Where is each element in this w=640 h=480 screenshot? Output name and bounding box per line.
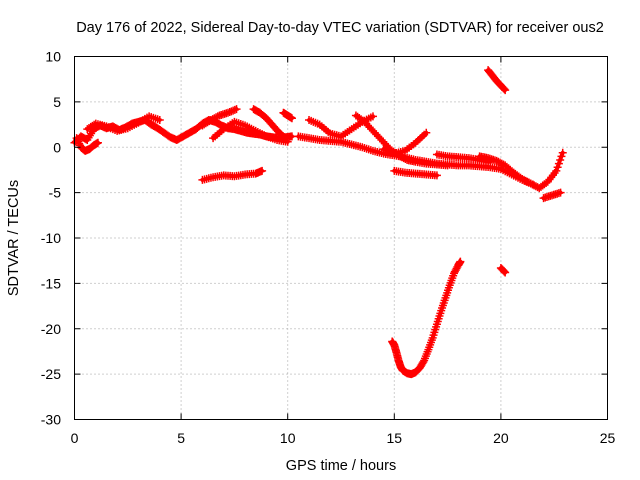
x-tick-label: 5 xyxy=(177,430,185,446)
series-arc-2 xyxy=(72,134,102,155)
data-point xyxy=(552,166,561,175)
series-arc-18 xyxy=(496,263,510,277)
data-point xyxy=(155,116,164,125)
x-tick-label: 15 xyxy=(387,430,403,446)
series-arc-12 xyxy=(379,128,431,158)
series-arc-15 xyxy=(475,148,567,193)
y-tick-label: -30 xyxy=(41,412,61,428)
data-point xyxy=(72,134,81,143)
x-tick-label: 25 xyxy=(600,430,616,446)
data-point xyxy=(557,152,566,161)
data-point xyxy=(554,159,563,168)
chart-title: Day 176 of 2022, Sidereal Day-to-day VTE… xyxy=(76,20,604,36)
series-arc-19 xyxy=(388,257,465,379)
series-arc-17 xyxy=(484,66,510,95)
series-arc-5 xyxy=(198,105,241,130)
data-point xyxy=(74,137,83,146)
data-point xyxy=(443,161,452,170)
x-tick-label: 10 xyxy=(280,430,296,446)
data-point xyxy=(93,138,102,147)
series-arc-6 xyxy=(209,117,292,146)
series-arc-11 xyxy=(351,111,452,170)
series-arc-8 xyxy=(279,108,296,123)
data-point xyxy=(281,134,290,143)
y-tick-label: 0 xyxy=(53,139,61,155)
data-point xyxy=(499,266,508,275)
data-point xyxy=(280,133,289,142)
series-arc-4 xyxy=(198,166,267,184)
y-tick-label: -10 xyxy=(41,230,61,246)
data-point xyxy=(558,148,567,157)
data-point xyxy=(75,139,84,148)
y-tick-label: 5 xyxy=(53,94,61,110)
series-arc-16 xyxy=(539,188,565,203)
data-point xyxy=(419,357,428,366)
data-point xyxy=(258,166,267,175)
x-tick-label: 20 xyxy=(493,430,509,446)
series-arc-3 xyxy=(83,112,164,135)
series-arc-13 xyxy=(390,166,441,180)
data-point xyxy=(232,105,241,114)
y-tick-label: -15 xyxy=(41,275,61,291)
data-point xyxy=(501,86,510,95)
data-point xyxy=(287,114,296,123)
data-point xyxy=(556,155,565,164)
data-point xyxy=(422,128,431,137)
series-arc-7 xyxy=(249,105,290,143)
axis-ticks xyxy=(74,56,608,420)
x-axis-label: GPS time / hours xyxy=(286,458,396,474)
plot-frame xyxy=(74,56,608,420)
data-point xyxy=(501,268,510,277)
data-point xyxy=(368,112,377,121)
data-point xyxy=(456,257,465,266)
y-tick-label: -5 xyxy=(49,185,62,201)
data-point xyxy=(499,84,508,93)
data-points xyxy=(70,66,567,379)
y-axis-label: SDTVAR / TECUs xyxy=(6,180,22,296)
y-tick-labels: -30 -25 -20 -15 -10 -5 0 5 10 xyxy=(41,49,61,428)
data-point xyxy=(432,171,441,180)
grid-lines xyxy=(74,56,608,420)
x-tick-labels: 0 5 10 15 20 25 xyxy=(71,430,616,446)
y-tick-label: -20 xyxy=(41,321,61,337)
data-point xyxy=(500,267,509,276)
data-point xyxy=(553,163,562,172)
data-point xyxy=(556,188,565,197)
y-tick-label: 10 xyxy=(45,49,61,65)
data-point xyxy=(500,85,509,94)
x-tick-label: 0 xyxy=(71,430,79,446)
y-tick-label: -25 xyxy=(41,366,61,382)
